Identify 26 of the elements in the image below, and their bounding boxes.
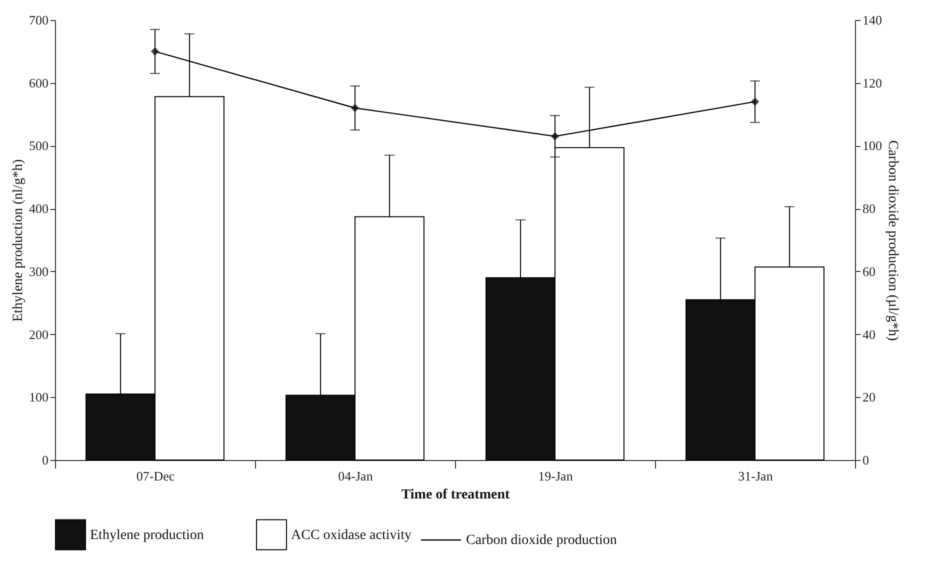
y-axis-title: Ethylene production (nl/g*h) xyxy=(11,158,26,322)
x-tick-label: 04-Jan xyxy=(338,468,374,484)
y-tick-label: 100 xyxy=(29,390,48,405)
y2-tick-label: 100 xyxy=(862,138,882,154)
y2-tick-label: 60 xyxy=(862,264,876,279)
y-tick-label: 700 xyxy=(29,12,48,28)
x-tick-label: 31-Jan xyxy=(738,468,774,484)
y2-tick-label: 80 xyxy=(862,201,876,216)
x-axis-title: Time of treatment xyxy=(401,488,510,502)
legend-label: ACC oxidase activity xyxy=(291,528,412,543)
y-tick-label: 400 xyxy=(29,201,48,216)
legend-label: Ethylene production xyxy=(90,528,204,543)
y-tick-label: 200 xyxy=(29,326,48,342)
y2-tick-label: 0 xyxy=(862,452,869,468)
y2-tick-label: 140 xyxy=(862,12,882,28)
y2-tick-label: 120 xyxy=(862,75,882,90)
x-tick-label: 07-Dec xyxy=(136,468,175,484)
legend-label: Carbon dioxide production xyxy=(466,533,617,548)
y-tick-label: 600 xyxy=(29,75,48,90)
y2-tick-label: 20 xyxy=(862,390,876,405)
y2-tick-label: 40 xyxy=(862,326,876,342)
y-tick-label: 500 xyxy=(29,138,48,154)
y-tick-label: 0 xyxy=(42,452,48,468)
y-tick-label: 300 xyxy=(29,264,48,279)
x-tick-label: 19-Jan xyxy=(538,468,574,484)
y2-axis-title: Carbon dioxide production (µl/g*h) xyxy=(885,140,900,342)
